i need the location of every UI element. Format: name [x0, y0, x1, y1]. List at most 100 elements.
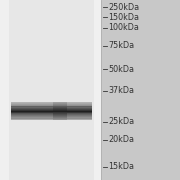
Bar: [29, 109, 30, 110]
Bar: [71, 111, 72, 112]
Bar: [64, 118, 65, 119]
Bar: [26, 114, 27, 115]
Bar: [21, 102, 22, 103]
Bar: [50, 111, 51, 112]
Bar: [27, 110, 28, 111]
Bar: [51, 113, 53, 114]
Bar: [54, 104, 55, 105]
Bar: [85, 118, 86, 119]
Bar: [49, 103, 50, 104]
Bar: [52, 116, 53, 117]
Bar: [49, 118, 50, 120]
Bar: [79, 114, 80, 115]
Bar: [89, 117, 90, 118]
Bar: [32, 103, 33, 104]
Bar: [77, 105, 78, 107]
Bar: [71, 105, 72, 106]
Bar: [16, 105, 17, 106]
Bar: [37, 106, 38, 107]
Bar: [89, 118, 90, 120]
Bar: [24, 107, 25, 108]
Bar: [51, 117, 53, 118]
Bar: [50, 117, 51, 118]
Bar: [14, 106, 15, 107]
Bar: [83, 109, 84, 110]
Text: 100kDa: 100kDa: [108, 23, 139, 32]
Bar: [38, 105, 39, 106]
Bar: [40, 103, 41, 104]
Bar: [81, 105, 82, 106]
Bar: [33, 114, 34, 115]
Bar: [78, 117, 79, 118]
Bar: [60, 103, 62, 104]
Bar: [38, 103, 39, 104]
Bar: [47, 112, 48, 113]
Bar: [29, 102, 30, 103]
Bar: [26, 115, 27, 116]
Bar: [20, 115, 21, 116]
Bar: [45, 110, 46, 111]
Bar: [43, 105, 44, 106]
Bar: [20, 109, 21, 110]
Bar: [82, 112, 83, 113]
Bar: [56, 107, 58, 108]
Bar: [79, 105, 80, 107]
Bar: [84, 111, 85, 112]
Bar: [27, 107, 28, 108]
Bar: [81, 104, 82, 105]
Bar: [91, 106, 92, 107]
Bar: [34, 113, 35, 114]
Bar: [47, 105, 48, 106]
Bar: [61, 107, 63, 108]
Bar: [33, 116, 34, 117]
Bar: [83, 118, 84, 119]
Bar: [90, 103, 91, 104]
Bar: [20, 107, 21, 108]
Bar: [12, 110, 13, 111]
Bar: [22, 118, 23, 120]
Bar: [31, 109, 32, 110]
Bar: [33, 103, 34, 104]
Bar: [60, 109, 62, 110]
Bar: [30, 116, 31, 117]
Bar: [30, 102, 31, 103]
Bar: [25, 114, 26, 115]
Bar: [47, 108, 48, 109]
Text: 15kDa: 15kDa: [108, 162, 134, 171]
Bar: [64, 113, 65, 114]
Bar: [18, 118, 19, 119]
Bar: [27, 102, 28, 103]
Bar: [68, 111, 69, 112]
Bar: [45, 111, 46, 112]
Bar: [29, 104, 30, 105]
Bar: [59, 118, 61, 120]
Bar: [30, 117, 31, 118]
Bar: [82, 104, 83, 105]
Text: 37kDa: 37kDa: [108, 86, 134, 95]
Bar: [11, 118, 12, 119]
Bar: [88, 118, 89, 119]
Bar: [32, 117, 33, 118]
Bar: [85, 112, 86, 113]
Bar: [51, 109, 53, 110]
Bar: [79, 117, 80, 118]
Bar: [85, 115, 86, 116]
Bar: [44, 103, 45, 104]
Bar: [52, 114, 53, 115]
Bar: [73, 105, 74, 107]
Bar: [62, 113, 64, 114]
Bar: [59, 106, 61, 107]
Bar: [27, 113, 28, 114]
Bar: [20, 118, 21, 119]
Bar: [48, 113, 50, 114]
Bar: [33, 109, 34, 110]
Bar: [30, 111, 31, 112]
Bar: [83, 103, 84, 104]
Bar: [66, 113, 67, 114]
Bar: [69, 109, 71, 110]
Bar: [40, 117, 41, 118]
Bar: [68, 110, 69, 111]
Bar: [12, 109, 13, 110]
Bar: [35, 114, 36, 115]
Bar: [28, 104, 29, 105]
